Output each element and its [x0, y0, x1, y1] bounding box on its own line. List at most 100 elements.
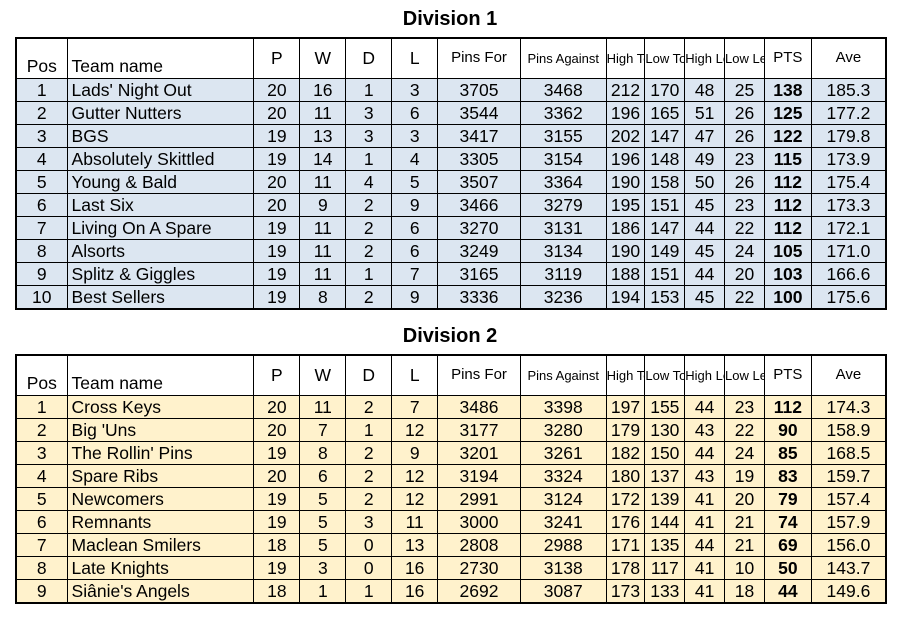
cell-pos: 9: [15, 578, 68, 603]
column-header-low-leg: Low Leg: [724, 37, 765, 79]
cell-average: 149.6: [810, 578, 887, 603]
cell-low-leg: 21: [724, 532, 765, 557]
cell-high-leg: 41: [684, 509, 726, 534]
table-row: 4 Spare Ribs 20 6 2 12 3194 3324 180 137 43 19 83 159…: [15, 463, 887, 488]
cell-team-name: Spare Ribs: [66, 463, 255, 488]
cell-team-name: Last Six: [66, 192, 255, 217]
cell-high-total: 196: [605, 146, 646, 171]
cell-played: 19: [253, 215, 301, 240]
cell-won: 13: [299, 123, 347, 148]
cell-average: 171.0: [810, 238, 887, 263]
cell-pos: 5: [15, 486, 68, 511]
cell-team-name: Living On A Spare: [66, 215, 255, 240]
cell-average: 168.5: [810, 440, 887, 465]
cell-team-name: Best Sellers: [66, 284, 255, 309]
table-row: 3 BGS 19 13 3 3 3417 3155 202 147 47 26 122 179.8: [15, 123, 887, 148]
cell-won: 5: [299, 486, 347, 511]
cell-lost: 4: [391, 146, 439, 171]
cell-pins-for: 2730: [437, 555, 521, 580]
cell-high-leg: 41: [684, 578, 726, 603]
cell-drawn: 2: [345, 192, 393, 217]
cell-won: 5: [299, 532, 347, 557]
cell-high-leg: 50: [684, 169, 726, 194]
cell-average: 166.6: [810, 261, 887, 286]
cell-average: 156.0: [810, 532, 887, 557]
cell-pos: 6: [15, 509, 68, 534]
cell-won: 9: [299, 192, 347, 217]
cell-high-total: 188: [605, 261, 646, 286]
column-header-pos: Pos: [15, 354, 68, 396]
cell-high-leg: 44: [684, 215, 726, 240]
cell-points: 100: [763, 284, 812, 309]
cell-lost: 9: [391, 440, 439, 465]
cell-low-leg: 21: [724, 509, 765, 534]
cell-high-total: 190: [605, 169, 646, 194]
cell-high-total: 190: [605, 238, 646, 263]
cell-points: 69: [763, 532, 812, 557]
cell-drawn: 0: [345, 555, 393, 580]
cell-drawn: 0: [345, 532, 393, 557]
cell-pins-for: 3201: [437, 440, 521, 465]
column-header-points: PTS: [763, 37, 812, 79]
cell-average: 185.3: [810, 77, 887, 102]
cell-lost: 11: [391, 509, 439, 534]
cell-high-leg: 41: [684, 555, 726, 580]
cell-team-name: The Rollin' Pins: [66, 440, 255, 465]
table-row: 2 Gutter Nutters 20 11 3 6 3544 3362 196 165 51 26 1…: [15, 100, 887, 125]
standings-table: Pos Team name P W D L Pins For Pins Against High…: [15, 37, 887, 310]
cell-played: 19: [253, 440, 301, 465]
cell-drawn: 1: [345, 417, 393, 442]
cell-pos: 9: [15, 261, 68, 286]
cell-pins-against: 3279: [519, 192, 607, 217]
cell-drawn: 3: [345, 100, 393, 125]
cell-won: 5: [299, 509, 347, 534]
column-header-drawn: D: [345, 37, 393, 79]
cell-high-leg: 44: [684, 261, 726, 286]
cell-average: 143.7: [810, 555, 887, 580]
cell-pos: 4: [15, 146, 68, 171]
cell-average: 159.7: [810, 463, 887, 488]
cell-pins-against: 3468: [519, 77, 607, 102]
column-header-team-name: Team name: [66, 354, 255, 396]
cell-team-name: Gutter Nutters: [66, 100, 255, 125]
cell-played: 19: [253, 146, 301, 171]
cell-team-name: Late Knights: [66, 555, 255, 580]
column-header-pins-for: Pins For: [437, 37, 521, 79]
cell-points: 85: [763, 440, 812, 465]
cell-won: 14: [299, 146, 347, 171]
cell-drawn: 3: [345, 123, 393, 148]
cell-pins-for: 2808: [437, 532, 521, 557]
cell-pins-for: 3165: [437, 261, 521, 286]
cell-low-total: 158: [644, 169, 686, 194]
header-row: Pos Team name P W D L Pins For Pins Against High…: [15, 37, 887, 79]
cell-high-total: 171: [605, 532, 646, 557]
cell-high-leg: 43: [684, 417, 726, 442]
cell-high-total: 178: [605, 555, 646, 580]
cell-low-total: 149: [644, 238, 686, 263]
cell-points: 112: [763, 215, 812, 240]
cell-team-name: BGS: [66, 123, 255, 148]
column-header-high-total: High Total: [605, 37, 646, 79]
cell-won: 7: [299, 417, 347, 442]
cell-high-total: 194: [605, 284, 646, 309]
cell-won: 16: [299, 77, 347, 102]
cell-pins-against: 3261: [519, 440, 607, 465]
cell-points: 105: [763, 238, 812, 263]
cell-lost: 5: [391, 169, 439, 194]
cell-pins-against: 3134: [519, 238, 607, 263]
cell-pins-against: 2988: [519, 532, 607, 557]
cell-pins-for: 2692: [437, 578, 521, 603]
cell-low-total: 165: [644, 100, 686, 125]
cell-high-leg: 45: [684, 284, 726, 309]
cell-low-total: 137: [644, 463, 686, 488]
cell-played: 18: [253, 532, 301, 557]
cell-high-total: 202: [605, 123, 646, 148]
cell-played: 20: [253, 394, 301, 419]
cell-lost: 3: [391, 123, 439, 148]
cell-low-leg: 26: [724, 169, 765, 194]
cell-low-total: 147: [644, 123, 686, 148]
cell-won: 11: [299, 215, 347, 240]
cell-pos: 5: [15, 169, 68, 194]
cell-high-total: 182: [605, 440, 646, 465]
cell-lost: 3: [391, 77, 439, 102]
